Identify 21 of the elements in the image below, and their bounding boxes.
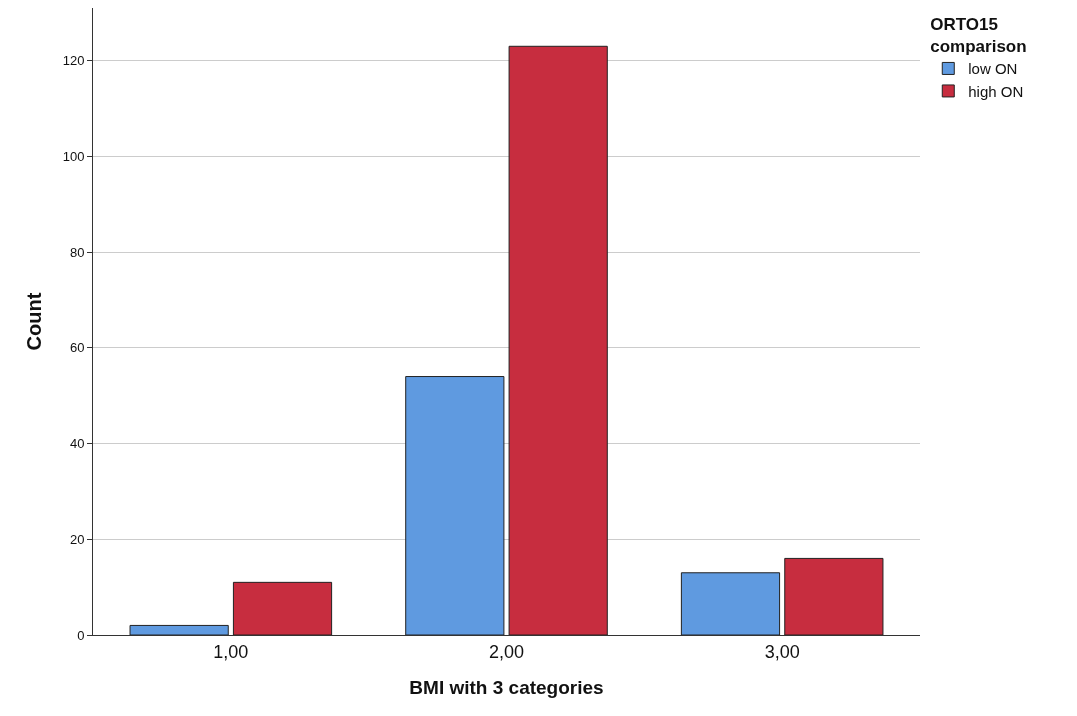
y-tick-label: 120: [62, 53, 85, 69]
y-tick-label: 60: [69, 340, 85, 356]
x-axis-title: BMI with 3 categories: [409, 677, 604, 699]
y-tick-label: 100: [62, 148, 85, 164]
y-tick-label: 0: [77, 627, 85, 643]
bar: [784, 557, 884, 635]
legend-title: ORTO15 comparison: [930, 15, 1027, 57]
bar: [232, 581, 333, 635]
legend-label: high ON: [968, 82, 1024, 100]
y-tick-label: 80: [69, 244, 85, 260]
x-tick-label: 3,00: [764, 641, 800, 662]
x-tick-label: 1,00: [213, 641, 249, 662]
bar: [405, 376, 505, 635]
x-tick-label: 2,00: [488, 641, 525, 662]
legend-label: low ON: [968, 60, 1018, 78]
y-tick-label: 40: [69, 436, 85, 452]
bar: [508, 45, 608, 635]
bar: [129, 624, 229, 635]
y-axis-title: Count: [23, 292, 46, 351]
bar: [680, 572, 781, 635]
y-tick-label: 20: [69, 531, 85, 547]
